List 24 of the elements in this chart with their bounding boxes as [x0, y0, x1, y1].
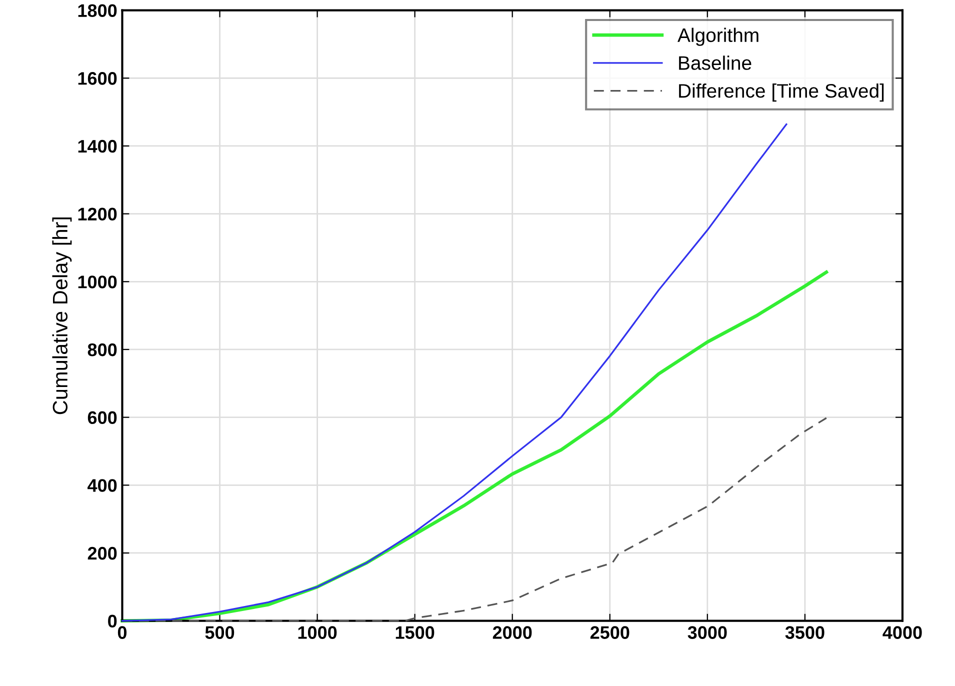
y-tick-label: 200 — [88, 546, 117, 560]
x-tick-label: 2000 — [492, 626, 532, 639]
y-axis-title: Cumulative Delay [hr] — [52, 217, 72, 414]
y-tick-label: 400 — [88, 479, 117, 492]
legend-label: Algorithm — [678, 28, 758, 46]
line-series — [121, 123, 788, 622]
legend-label: Difference [Time Saved] — [679, 83, 884, 102]
x-tick-label: 500 — [205, 626, 234, 639]
y-tick-label: 1800 — [78, 4, 117, 18]
y-tick-label: 0 — [108, 614, 117, 628]
y-tick-label: 1000 — [78, 276, 117, 288]
x-tick-label: 1500 — [396, 626, 434, 639]
y-tick-label: 600 — [88, 411, 117, 424]
y-tick-label: 800 — [88, 343, 117, 356]
y-tick-label: 1600 — [78, 72, 117, 85]
x-tick-label: 3500 — [785, 626, 824, 639]
x-tick-label: 2500 — [590, 626, 630, 639]
y-tick-label: 1400 — [78, 140, 117, 153]
x-tick-label: 3000 — [688, 626, 727, 639]
x-tick-label: 0 — [118, 626, 127, 639]
x-tick-label: 1000 — [298, 626, 337, 639]
legend-label: Baseline — [679, 56, 752, 70]
y-tick-label: 1200 — [78, 208, 117, 221]
x-tick-label: 4000 — [882, 626, 922, 639]
